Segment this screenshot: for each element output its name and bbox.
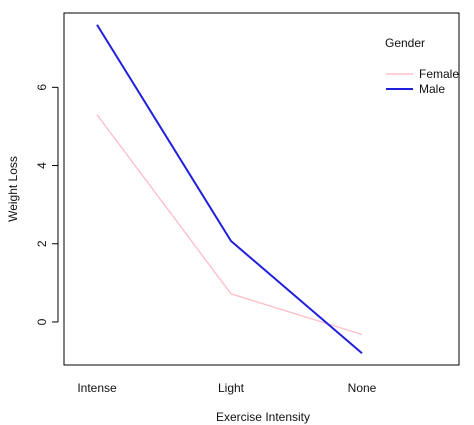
legend-label-female: Female <box>419 67 459 81</box>
legend-title: Gender <box>385 36 425 50</box>
series-lines <box>96 24 363 355</box>
x-axis: Intense Light None <box>77 381 376 395</box>
y-tick-label: 2 <box>35 240 49 247</box>
plot-frame <box>63 12 460 366</box>
series-line-male <box>96 24 363 355</box>
y-axis-title: Weight Loss <box>6 156 20 222</box>
y-tick-label: 6 <box>35 84 49 91</box>
series-line-female <box>96 114 363 336</box>
y-axis: 0 2 4 6 <box>35 84 59 325</box>
legend-label-male: Male <box>419 82 445 96</box>
x-tick-label: Light <box>218 381 245 395</box>
x-tick-label: None <box>348 381 377 395</box>
y-tick-label: 0 <box>35 318 49 325</box>
x-axis-title: Exercise Intensity <box>216 410 310 424</box>
y-tick-label: 4 <box>35 162 49 169</box>
x-tick-label: Intense <box>77 381 117 395</box>
